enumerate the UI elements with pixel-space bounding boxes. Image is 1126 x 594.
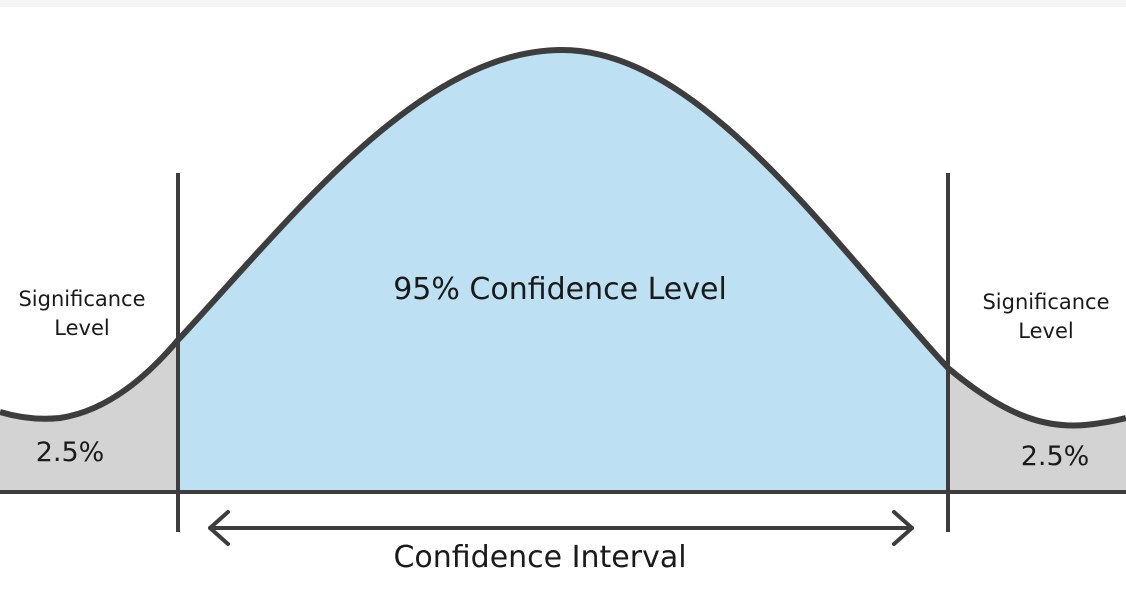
right-tail-percent: 2.5% [1020,441,1090,472]
left-tail-percent: 2.5% [35,437,105,468]
interval-arrow [208,510,914,546]
left-significance-label: Significance Level [4,285,160,343]
right-significance-line1: Significance [982,290,1110,314]
distribution-curve [0,46,1126,429]
right-significance-label: Significance Level [966,288,1126,346]
confidence-interval-label: Confidence Interval [393,540,687,575]
right-tail-area [948,368,1126,492]
left-significance-line2: Level [54,316,110,340]
confidence-level-label: 95% Confidence Level [393,272,727,307]
right-significance-line2: Level [1018,319,1074,343]
left-tail-area [0,340,178,492]
top-strip [0,0,1126,7]
confidence-area [178,50,948,492]
left-significance-line1: Significance [18,287,146,311]
